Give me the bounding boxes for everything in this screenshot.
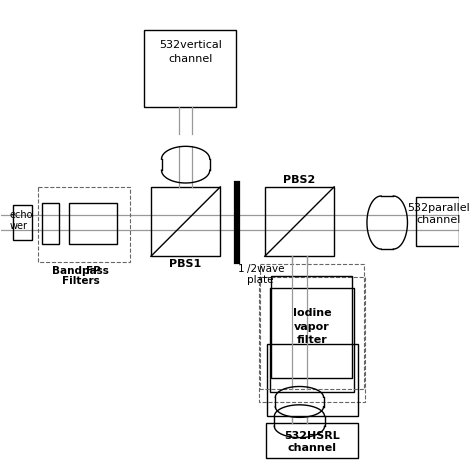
- Bar: [266, 423, 358, 458]
- Text: wer: wer: [9, 221, 27, 231]
- Bar: [42, 203, 59, 244]
- Bar: [270, 288, 355, 392]
- Text: plate: plate: [247, 275, 274, 285]
- Bar: [151, 187, 220, 256]
- Bar: [144, 29, 236, 107]
- Text: /2wave: /2wave: [247, 264, 285, 274]
- Text: channel: channel: [416, 215, 461, 225]
- Text: vapor: vapor: [294, 322, 330, 332]
- Text: Iodine: Iodine: [292, 308, 331, 318]
- Bar: [69, 203, 117, 244]
- Text: 532parallel: 532parallel: [407, 203, 470, 213]
- Text: FP: FP: [86, 266, 100, 276]
- Bar: [13, 205, 32, 240]
- Text: 532vertical: 532vertical: [159, 40, 222, 50]
- Text: PBS2: PBS2: [283, 175, 316, 185]
- Bar: [260, 264, 364, 390]
- Bar: [272, 275, 353, 378]
- Text: filter: filter: [297, 335, 328, 345]
- Text: channel: channel: [168, 54, 213, 64]
- Bar: [259, 276, 365, 402]
- Text: 1: 1: [238, 264, 245, 274]
- Bar: [264, 187, 334, 256]
- Bar: [416, 198, 458, 246]
- Text: 532HSRL: 532HSRL: [284, 431, 340, 441]
- Bar: [267, 344, 358, 416]
- Text: Bandpass: Bandpass: [52, 266, 109, 276]
- Text: PBS1: PBS1: [170, 259, 202, 269]
- Text: channel: channel: [287, 443, 337, 453]
- Text: echo: echo: [9, 210, 33, 220]
- Bar: [38, 187, 130, 262]
- Text: Filters: Filters: [62, 276, 100, 286]
